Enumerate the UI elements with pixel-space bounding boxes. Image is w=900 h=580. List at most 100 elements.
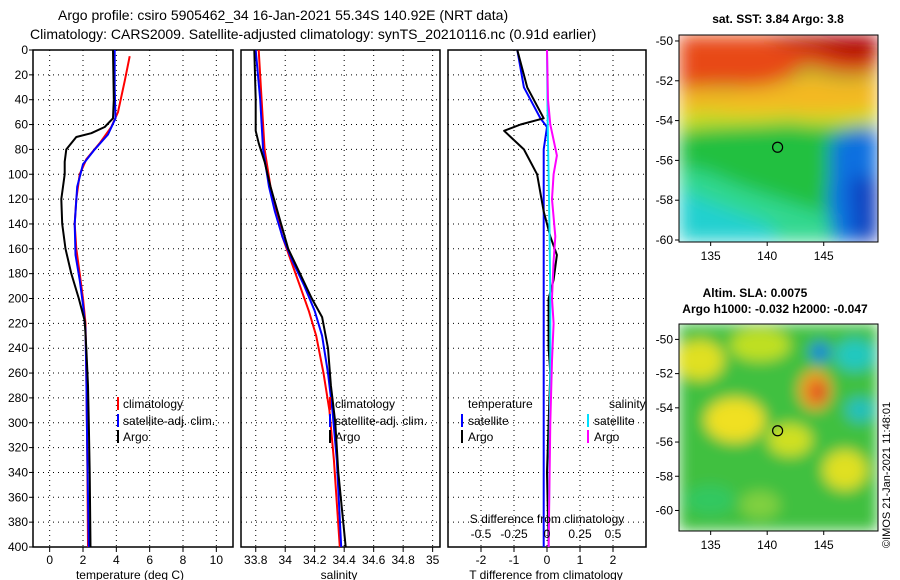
top-x-tick-label: 0 xyxy=(544,527,551,541)
difference-xlabel: T difference from climatology xyxy=(469,568,623,580)
legend-title-salinity: salinity xyxy=(609,397,646,411)
sst-map-panel: sat. SST: 3.84 Argo: 3.8 135 140 145 -50 -52… xyxy=(656,12,879,263)
temperature-xlabel: temperature (deg C) xyxy=(76,568,184,580)
series-line-argo xyxy=(60,49,115,548)
map-y-tick-label: -50 xyxy=(656,34,674,48)
temperature-panel: 0204060801001201401601802002202402602803… xyxy=(8,43,234,580)
sla-heatmap xyxy=(679,324,878,531)
y-tick-label: 160 xyxy=(8,242,28,256)
y-tick-label: 140 xyxy=(8,217,28,231)
legend-label-climatology: climatology xyxy=(123,397,183,411)
series-line-argo xyxy=(546,49,558,548)
salinity-panel: 33.8 34 34.2 34.4 34.6 34.8 35 salinity climat… xyxy=(240,49,441,580)
legend-label-argo: Argo xyxy=(123,430,149,444)
y-tick-label: 40 xyxy=(15,93,29,107)
argo-position-marker xyxy=(771,425,784,437)
y-tick-label: 260 xyxy=(8,366,28,380)
difference-top-xlabel: S difference from climatology xyxy=(470,512,625,526)
salinity-series xyxy=(253,49,347,548)
sst-map-title: sat. SST: 3.84 Argo: 3.8 xyxy=(712,12,844,26)
y-tick-label: 400 xyxy=(8,540,28,554)
sla-map-panel: Altim. SLA: 0.0075 Argo h1000: -0.032 h2… xyxy=(656,286,879,552)
series-line-satellite-adj-clim- xyxy=(73,50,117,548)
series-line-satellite xyxy=(516,49,548,547)
x-tick-label: 6 xyxy=(146,553,153,567)
difference-legend: temperature salinity satellite Argo sate… xyxy=(461,397,646,444)
series-line-satellite-adj-clim- xyxy=(254,49,343,548)
y-tick-label: 60 xyxy=(15,118,29,132)
difference-series xyxy=(503,49,558,548)
y-tick-label: 380 xyxy=(8,515,28,529)
x-tick-label: 0 xyxy=(544,553,551,567)
top-x-tick-label: 0.25 xyxy=(568,527,592,541)
x-tick-label: 2 xyxy=(80,553,87,567)
map-y-tick-label: -58 xyxy=(656,469,674,483)
legend-label-climatology: climatology xyxy=(335,397,395,411)
x-tick-label: -2 xyxy=(476,553,487,567)
y-tick-label: 360 xyxy=(8,490,28,504)
map-y-tick-label: -54 xyxy=(656,114,674,128)
x-tick-label: 10 xyxy=(210,553,224,567)
salinity-x-axis: 33.8 34 34.2 34.4 34.6 34.8 35 xyxy=(244,547,440,567)
salinity-xlabel: salinity xyxy=(321,568,358,580)
map-y-tick-label: -58 xyxy=(656,193,674,207)
y-tick-label: 240 xyxy=(8,341,28,355)
top-x-tick-label: 0.5 xyxy=(605,527,622,541)
map-y-tick-label: -56 xyxy=(656,153,674,167)
y-tick-label: 300 xyxy=(8,416,28,430)
map-y-tick-label: -52 xyxy=(656,367,674,381)
map-y-tick-label: -60 xyxy=(656,503,674,517)
series-line-climatology xyxy=(257,49,341,548)
x-tick-label: 34.2 xyxy=(303,553,327,567)
x-tick-label: 34 xyxy=(279,553,293,567)
difference-x-axis: -2 -1 0 1 2 xyxy=(476,547,617,567)
y-tick-label: 180 xyxy=(8,267,28,281)
salinity-legend: climatology satellite-adj. clim. Argo xyxy=(329,397,427,444)
series-line-argo xyxy=(253,49,347,548)
y-tick-label: 100 xyxy=(8,167,28,181)
x-tick-label: 35 xyxy=(426,553,440,567)
map-x-tick-label: 140 xyxy=(757,249,777,263)
x-tick-label: 4 xyxy=(113,553,120,567)
x-tick-label: 1 xyxy=(577,553,584,567)
legend-label-s-argo: Argo xyxy=(594,430,620,444)
map-y-tick-label: -54 xyxy=(656,401,674,415)
y-tick-label: 320 xyxy=(8,441,28,455)
map-x-tick-label: 145 xyxy=(814,249,834,263)
legend-label-satellite-adj: satellite-adj. clim. xyxy=(335,414,427,428)
salinity-difference-ticks: -0.5 -0.25 0 0.25 0.5 xyxy=(471,527,622,541)
header-line-1: Argo profile: csiro 5905462_34 16-Jan-20… xyxy=(58,7,508,23)
map-y-tick-label: -56 xyxy=(656,435,674,449)
legend-label-t-satellite: satellite xyxy=(468,414,509,428)
y-tick-label: 20 xyxy=(15,68,29,82)
x-tick-label: 8 xyxy=(180,553,187,567)
temperature-x-axis: 0 2 4 6 8 10 xyxy=(46,547,223,567)
sla-map-axes: 135 140 145 -50 -52 -54 -56 -58 -60 xyxy=(656,332,834,552)
sst-map-frame xyxy=(678,34,879,243)
temperature-grid xyxy=(33,50,233,547)
x-tick-label: 34.8 xyxy=(391,553,415,567)
top-x-tick-label: -0.25 xyxy=(500,527,528,541)
map-x-tick-label: 140 xyxy=(757,538,777,552)
x-tick-label: -1 xyxy=(509,553,520,567)
x-tick-label: 2 xyxy=(610,553,617,567)
legend-label-argo: Argo xyxy=(335,430,361,444)
y-tick-label: 120 xyxy=(8,192,28,206)
salinity-grid xyxy=(241,50,440,547)
x-tick-label: 34.4 xyxy=(333,553,357,567)
map-x-tick-label: 145 xyxy=(814,538,834,552)
map-x-tick-label: 135 xyxy=(701,249,721,263)
temperature-legend: climatology satellite-adj. clim. Argo xyxy=(117,397,215,444)
legend-label-t-argo: Argo xyxy=(468,430,494,444)
y-tick-label: 200 xyxy=(8,292,28,306)
difference-grid xyxy=(448,50,646,547)
depth-axis: 0 20 40 60 80 100 120 140 160 180 200 220 240 260 280 3… xyxy=(8,43,33,554)
x-tick-label: 33.8 xyxy=(244,553,268,567)
legend-title-temperature: temperature xyxy=(468,397,533,411)
legend-label-satellite-adj: satellite-adj. clim. xyxy=(123,414,215,428)
map-y-tick-label: -50 xyxy=(656,332,674,346)
header-line-2: Climatology: CARS2009. Satellite-adjuste… xyxy=(30,26,596,42)
sla-map-title: Altim. SLA: 0.0075 xyxy=(703,286,808,300)
difference-panel: -2 -1 0 1 2 T difference from climatology S … xyxy=(447,49,647,580)
